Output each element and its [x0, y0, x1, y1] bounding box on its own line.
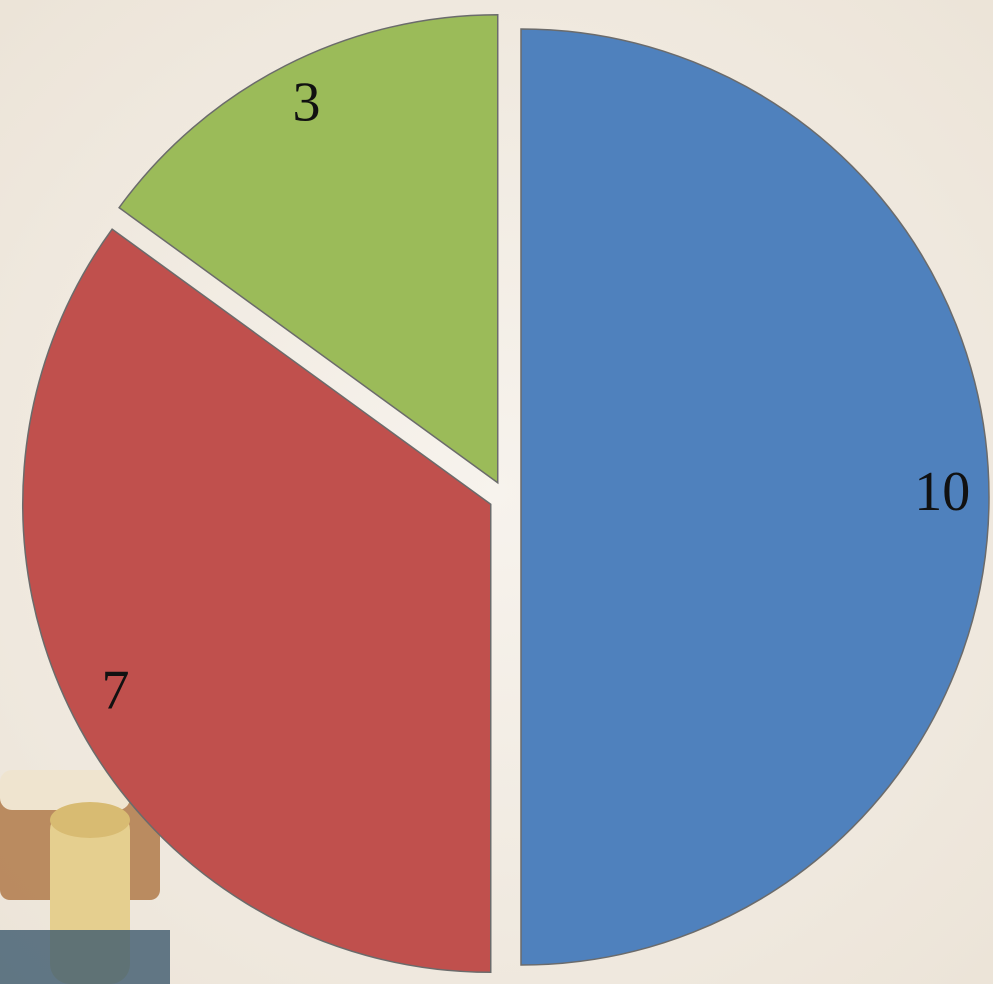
data-label: 7 — [101, 659, 129, 721]
chart: 10 7 3 — [0, 0, 993, 984]
data-label: 10 — [914, 461, 970, 523]
page: 1073 (() => { const data = JSON.parse(do… — [0, 0, 993, 984]
data-label: 3 — [293, 71, 321, 133]
